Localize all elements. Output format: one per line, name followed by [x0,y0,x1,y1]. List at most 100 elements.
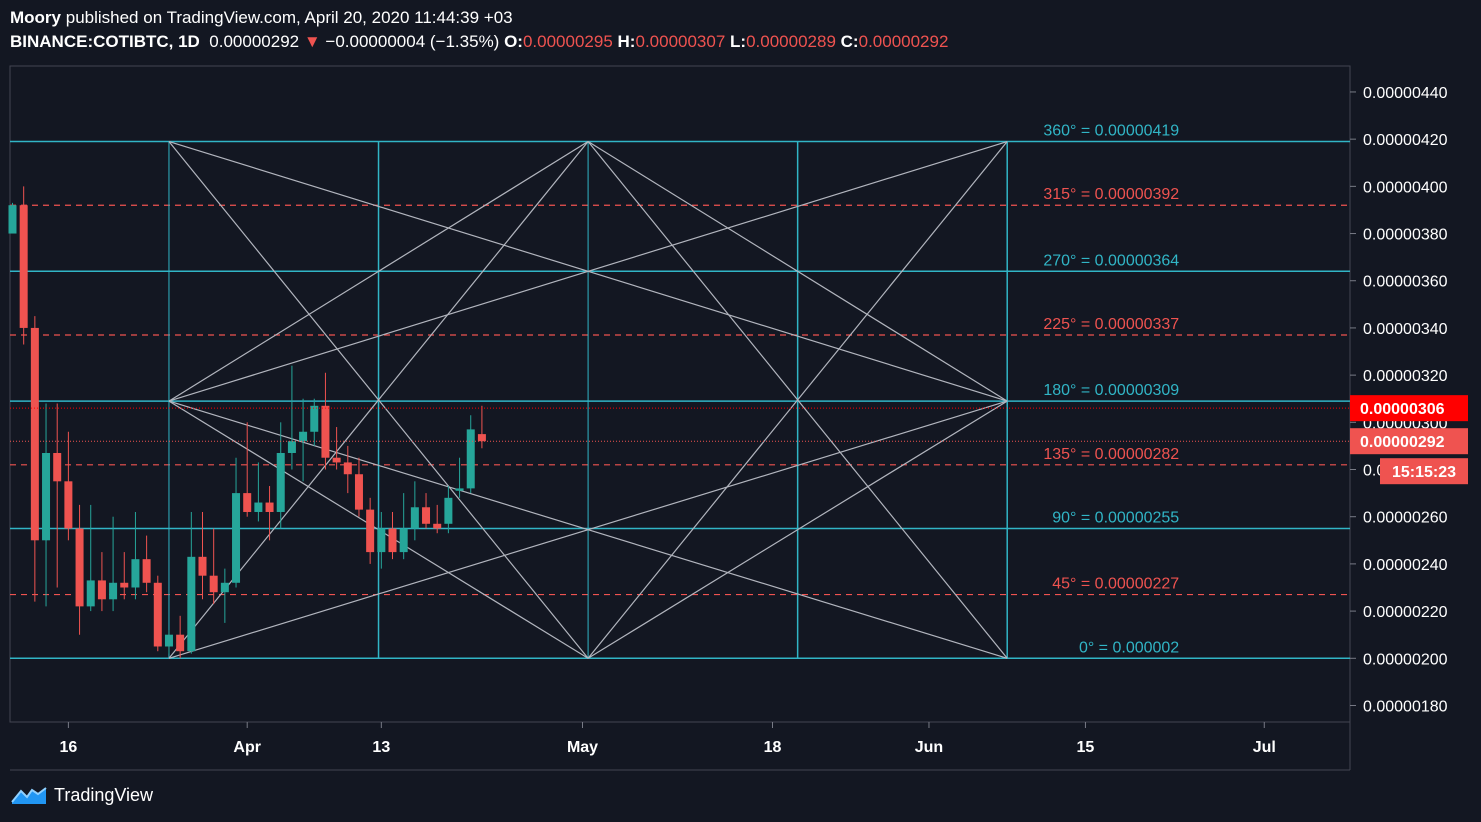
y-tick-label: 0.00000440 [1363,85,1448,102]
candle-body [243,493,252,512]
tradingview-logo-icon[interactable] [10,784,48,806]
candle-51[interactable] [455,457,464,498]
price-badge-bg [1350,395,1468,422]
candle-body [366,509,375,553]
x-tick-label: May [567,739,598,756]
countdown-bg [1380,458,1468,485]
candle-12[interactable] [19,186,28,345]
gann-fan-line-7 [168,400,1008,659]
y-tick-label: 0.00000340 [1363,321,1448,338]
x-tick-label: Jul [1253,739,1276,756]
candle-11[interactable] [8,202,17,234]
candle-26[interactable] [176,615,185,659]
candle-50[interactable] [444,486,453,534]
candle-46[interactable] [399,493,408,560]
gann-level-label-6: 270° = 0.00000364 [1043,252,1179,269]
candle-25[interactable] [164,629,173,654]
candle-44[interactable] [377,511,386,569]
candle-21[interactable] [120,552,129,600]
candle-45[interactable] [388,511,397,560]
candle-40[interactable] [332,427,341,470]
price-badge-1: 0.00000292 [1350,428,1468,455]
candle-38[interactable] [310,398,319,446]
x-tick-label: 18 [764,739,782,756]
gann-fan-line-11 [587,400,1008,659]
candle-52[interactable] [466,415,475,494]
candle-35[interactable] [276,422,285,529]
gann-fan-line-5 [168,140,1008,402]
candles [8,186,486,659]
candle-37[interactable] [299,398,308,482]
candle-body [64,481,73,529]
candle-43[interactable] [366,497,375,564]
price-lines [10,407,1350,442]
y-tick-label: 0.00000380 [1363,227,1448,244]
candle-41[interactable] [343,445,352,494]
price-badges: 0.00000306 0.00000292 15:15:23 [1350,395,1468,485]
candle-14[interactable] [42,403,51,607]
gann-fan-line-8 [168,141,589,402]
tradingview-brand[interactable]: TradingView [54,784,154,805]
price-badge-label: 0.00000292 [1360,434,1445,451]
candle-47[interactable] [410,481,419,541]
candle-body [399,528,408,553]
last-price: 0.00000292 [209,32,300,51]
candle-49[interactable] [433,504,442,534]
candle-17[interactable] [75,504,84,635]
price-axis[interactable]: 0.00000180 0.00000200 0.00000220 0.00000240… [1350,85,1448,716]
candle-body [310,405,319,432]
candle-53[interactable] [477,405,486,449]
candle-body [42,452,51,541]
candle-body [444,497,453,524]
candle-39[interactable] [321,372,330,470]
gann-box[interactable]: 0° = 0.000002 45° = 0.00000227 90° = 0.000… [10,123,1350,660]
candle-27[interactable] [187,511,196,654]
candle-31[interactable] [232,457,241,588]
candle-body [8,205,17,234]
candle-body [388,528,397,553]
candle-29[interactable] [209,528,218,605]
candle-body [176,634,185,652]
candle-body [232,493,241,583]
price-badge-label: 0.00000306 [1360,401,1445,418]
candle-body [287,441,296,453]
candle-body [187,556,196,652]
candle-34[interactable] [265,486,274,541]
candle-body [422,507,431,524]
gann-level-label-2: 90° = 0.00000255 [1052,510,1179,527]
candle-33[interactable] [254,462,263,522]
candle-body [142,559,151,583]
candle-22[interactable] [131,511,140,600]
candle-32[interactable] [243,422,252,517]
close-label: C: [840,32,859,51]
candle-20[interactable] [109,516,118,612]
y-tick-label: 0.00000320 [1363,368,1448,385]
candle-16[interactable] [64,431,73,541]
price-badge-bg [1350,428,1468,455]
candle-42[interactable] [354,457,363,517]
footer: TradingView [10,783,153,807]
candle-24[interactable] [153,575,162,652]
candle-body [86,580,95,607]
x-tick-label: 15 [1077,739,1095,756]
candle-15[interactable] [53,403,62,588]
candle-36[interactable] [287,365,296,470]
high-label: H: [617,32,636,51]
y-tick-label: 0.00000360 [1363,274,1448,291]
candle-19[interactable] [97,552,106,612]
candle-28[interactable] [198,511,207,600]
open-value: 0.00000295 [522,32,613,51]
candle-13[interactable] [30,316,39,602]
candle-body [153,582,162,647]
down-arrow-icon: ▼ [303,32,321,51]
gann-level-label-8: 360° = 0.00000419 [1043,123,1179,140]
gann-fan-line-3 [587,141,1008,659]
author-name[interactable]: Moory [10,8,61,27]
candle-30[interactable] [220,568,229,623]
candle-48[interactable] [422,493,431,529]
time-axis[interactable]: 16 Apr 13 May 18 Jun 15 Jul [59,722,1276,756]
candle-23[interactable] [142,535,151,593]
x-tick-label: 16 [59,739,77,756]
candle-18[interactable] [86,504,95,612]
